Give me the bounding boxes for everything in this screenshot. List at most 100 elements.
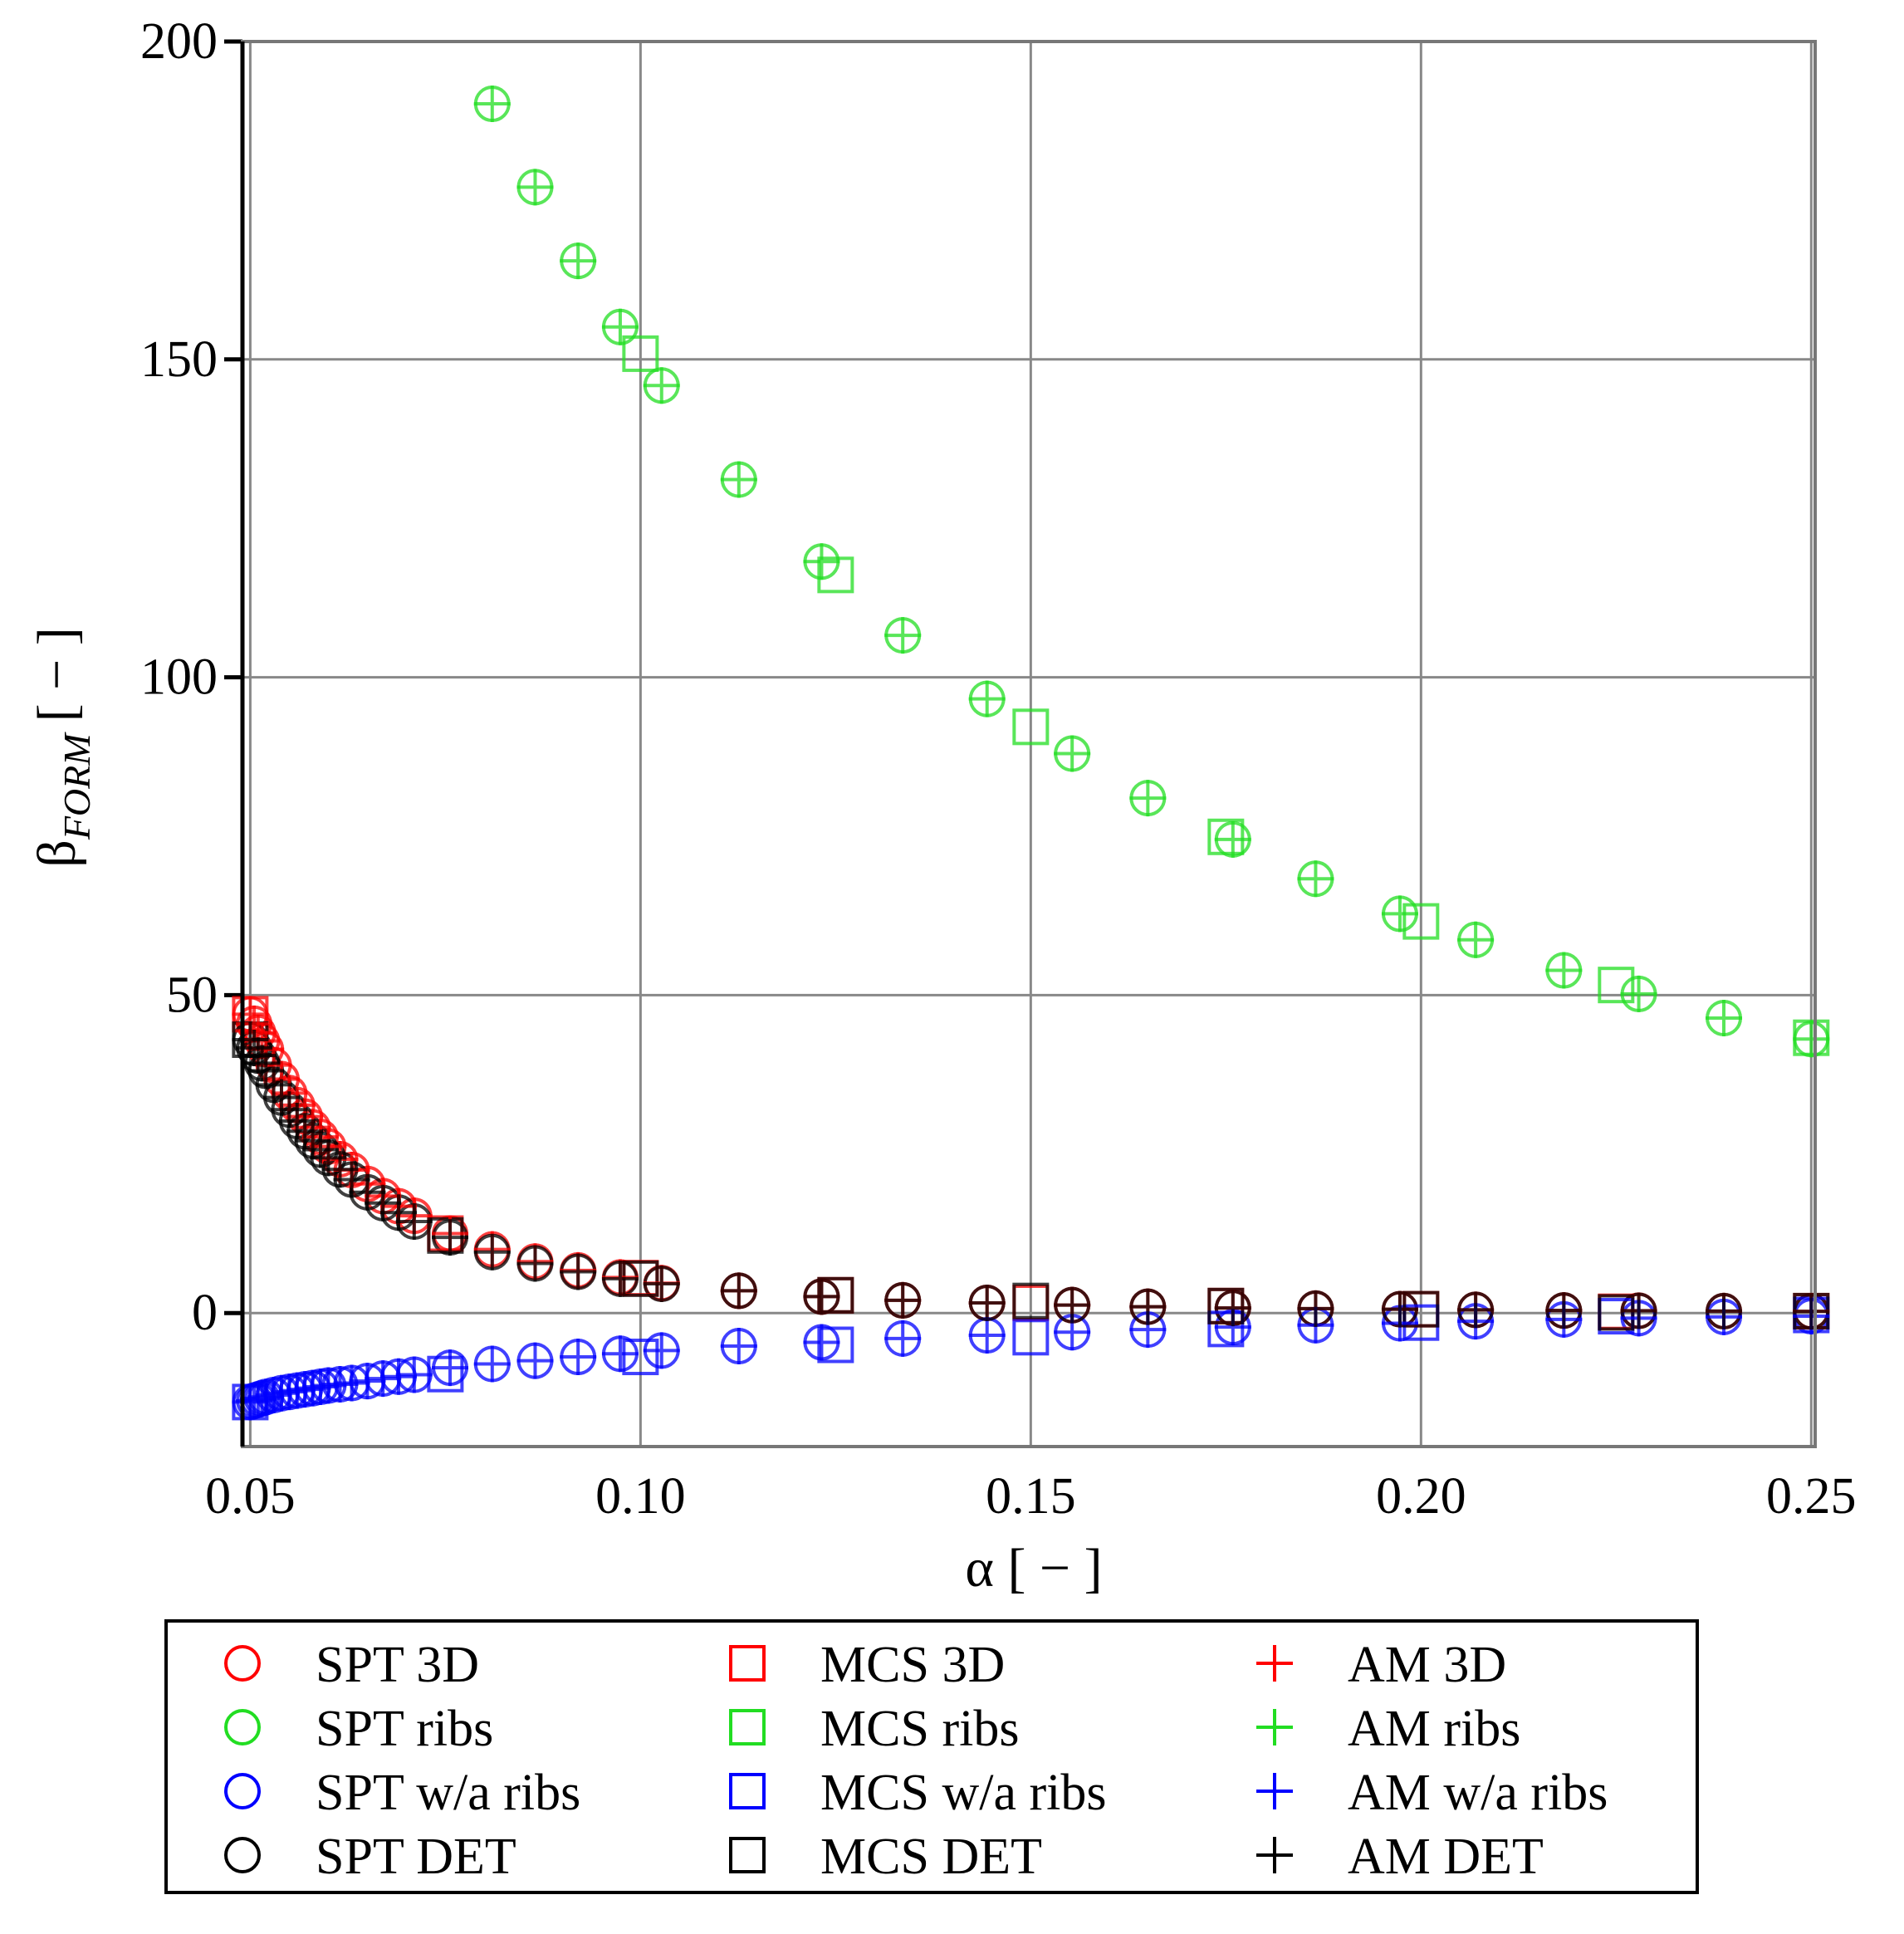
legend-label: MCS w/a ribs: [820, 1765, 1106, 1821]
square-point: [427, 1217, 464, 1254]
plus-point: [395, 1202, 433, 1240]
plus-point: [473, 86, 511, 123]
square-point: [1012, 1282, 1050, 1320]
plus-point: [643, 1266, 680, 1302]
plus-point: [1620, 975, 1657, 1012]
legend-square-icon: [729, 1773, 766, 1809]
legend-circle-icon: [224, 1645, 261, 1682]
square-point: [1207, 1287, 1245, 1324]
legend-circle-icon: [224, 1773, 261, 1809]
plus-point: [601, 308, 639, 345]
series-mcs-ribs: [622, 335, 1830, 1056]
plus-point: [395, 1356, 433, 1393]
square-point: [1402, 903, 1440, 940]
y-axis-label-unit: [ − ]: [27, 627, 87, 722]
square-point: [1207, 1310, 1245, 1348]
legend-item: MCS ribs: [729, 1701, 1019, 1757]
plus-point: [803, 543, 840, 580]
y-tick-label: 0: [192, 1285, 218, 1341]
x-tick-labels: 0.05 0.10 0.15 0.20 0.25: [205, 1468, 1856, 1525]
legend-plus-icon: [1256, 1837, 1293, 1873]
plus-point: [473, 1233, 511, 1271]
plus-point: [1545, 1292, 1583, 1329]
legend-item: AM DET: [1256, 1829, 1544, 1885]
legend-label: AM ribs: [1348, 1701, 1520, 1757]
plus-point: [968, 1284, 1006, 1321]
legend-circle-icon: [224, 1709, 261, 1745]
plus-point: [643, 1332, 680, 1369]
plus-point: [243, 1045, 281, 1082]
plus-point: [473, 1345, 511, 1383]
y-tick-label: 150: [140, 331, 218, 388]
square-point: [1207, 818, 1245, 855]
legend-item: AM w/a ribs: [1256, 1765, 1608, 1821]
plus-point: [1214, 1290, 1251, 1327]
plus-point: [601, 1260, 639, 1297]
x-tick-label: 0.05: [205, 1468, 296, 1525]
legend-label: AM DET: [1348, 1829, 1544, 1885]
legend-square-icon: [729, 1645, 766, 1682]
plus-point: [349, 1363, 386, 1400]
legend-item: AM ribs: [1256, 1701, 1520, 1757]
x-tick-label: 0.20: [1376, 1468, 1466, 1525]
plus-point: [278, 1103, 316, 1140]
y-axis-label-subscript: FORM: [56, 732, 98, 840]
plus-point: [803, 1324, 840, 1361]
legend-item: MCS 3D: [729, 1637, 1005, 1693]
plus-point: [1381, 895, 1418, 933]
plus-point: [1129, 780, 1167, 817]
legend-plus-icon: [1256, 1709, 1293, 1745]
legend-plus-icon: [1256, 1645, 1293, 1682]
legend-circle-icon: [224, 1837, 261, 1873]
y-tick-label: 200: [140, 13, 218, 70]
plus-point: [803, 1278, 840, 1315]
plus-point: [560, 1253, 597, 1290]
square-point: [817, 1326, 854, 1364]
legend: SPT 3D SPT ribs SPT w/a ribs SPT DET MCS 3D M…: [164, 1619, 1699, 1894]
legend-label: SPT DET: [316, 1829, 516, 1885]
legend-item: MCS w/a ribs: [729, 1765, 1106, 1821]
y-axis-label: βFORM [ − ]: [27, 627, 98, 868]
plus-point: [432, 1349, 469, 1387]
plus-point: [1545, 952, 1583, 989]
legend-label: MCS ribs: [820, 1701, 1019, 1757]
plus-point: [884, 1320, 922, 1357]
legend-item: MCS DET: [729, 1829, 1042, 1885]
plus-point: [255, 1376, 292, 1413]
y-tick-labels: 0 50 100 150 200: [140, 13, 218, 1341]
plus-point: [1297, 860, 1334, 898]
legend-label: SPT w/a ribs: [316, 1765, 580, 1821]
plus-point: [333, 1364, 370, 1402]
plus-point: [516, 1245, 554, 1282]
plus-point: [365, 1184, 402, 1222]
plus-point: [1706, 1292, 1743, 1329]
x-tick-label: 0.10: [595, 1468, 686, 1525]
plus-point: [516, 1342, 554, 1379]
square-point: [1012, 708, 1050, 746]
y-axis-label-symbol: β: [27, 840, 87, 868]
plus-point: [968, 680, 1006, 717]
plus-point: [643, 367, 680, 404]
legend-label: SPT ribs: [316, 1701, 493, 1757]
plus-point: [1297, 1290, 1334, 1327]
legend-item: SPT DET: [224, 1829, 516, 1885]
legend-box: [164, 1619, 1699, 1894]
plus-point: [720, 1328, 757, 1365]
plus-point: [1054, 1286, 1091, 1324]
x-axis-label: α [ − ]: [965, 1538, 1102, 1599]
plus-point: [720, 1272, 757, 1310]
series-spt-ribs: [473, 86, 1830, 1058]
legend-label: MCS 3D: [820, 1637, 1005, 1693]
plus-point: [1793, 1293, 1830, 1330]
plus-point: [294, 1122, 331, 1159]
data-marks: [232, 86, 1830, 1421]
series-am-ribs: [473, 86, 1830, 1058]
plus-point: [1793, 1021, 1830, 1058]
legend-item: SPT w/a ribs: [224, 1765, 580, 1821]
square-point: [622, 335, 659, 372]
plus-point: [1381, 1290, 1418, 1328]
square-point: [622, 1339, 659, 1376]
series-am-det: [232, 1021, 1830, 1330]
plus-point: [884, 617, 922, 654]
plus-point: [560, 1339, 597, 1376]
